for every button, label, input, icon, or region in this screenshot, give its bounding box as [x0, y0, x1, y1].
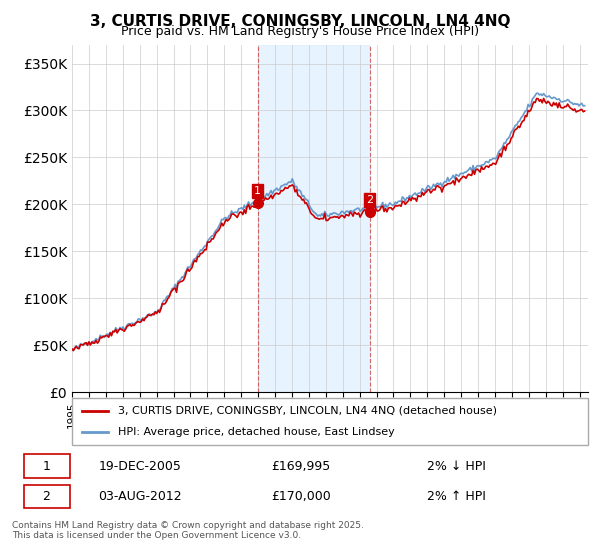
Text: £170,000: £170,000: [271, 490, 331, 503]
Text: 1: 1: [254, 186, 261, 196]
Text: 19-DEC-2005: 19-DEC-2005: [98, 460, 181, 473]
Text: 2% ↑ HPI: 2% ↑ HPI: [427, 490, 485, 503]
Bar: [257, 45, 370, 392]
Text: Contains HM Land Registry data © Crown copyright and database right 2025.
This d: Contains HM Land Registry data © Crown c…: [12, 521, 364, 540]
Text: 3, CURTIS DRIVE, CONINGSBY, LINCOLN, LN4 4NQ (detached house): 3, CURTIS DRIVE, CONINGSBY, LINCOLN, LN4…: [118, 406, 497, 416]
Text: Price paid vs. HM Land Registry's House Price Index (HPI): Price paid vs. HM Land Registry's House …: [121, 25, 479, 38]
Text: 2% ↓ HPI: 2% ↓ HPI: [427, 460, 485, 473]
Text: HPI: Average price, detached house, East Lindsey: HPI: Average price, detached house, East…: [118, 427, 395, 437]
Text: 03-AUG-2012: 03-AUG-2012: [98, 490, 182, 503]
FancyBboxPatch shape: [23, 485, 70, 508]
Text: 2: 2: [366, 195, 373, 205]
FancyBboxPatch shape: [23, 455, 70, 478]
FancyBboxPatch shape: [72, 398, 588, 445]
Text: 1: 1: [43, 460, 50, 473]
Text: £169,995: £169,995: [271, 460, 331, 473]
Text: 3, CURTIS DRIVE, CONINGSBY, LINCOLN, LN4 4NQ: 3, CURTIS DRIVE, CONINGSBY, LINCOLN, LN4…: [90, 14, 510, 29]
Text: 2: 2: [43, 490, 50, 503]
